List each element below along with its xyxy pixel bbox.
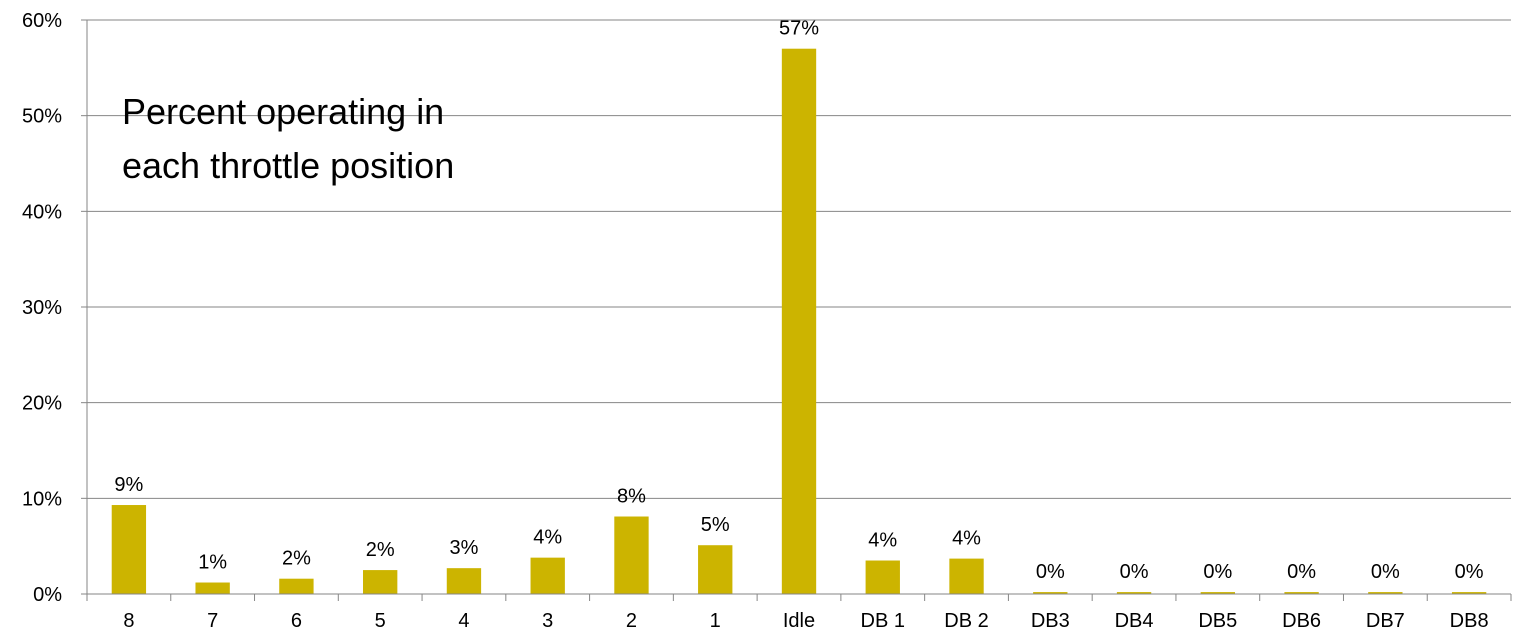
x-tick-label-2: 2 — [626, 610, 637, 632]
bar-db-1 — [865, 560, 900, 594]
data-label-3: 4% — [533, 527, 562, 549]
x-tick-label-7: 7 — [207, 610, 218, 632]
data-label-db6: 0% — [1287, 561, 1316, 583]
bar-db5 — [1200, 592, 1235, 594]
data-label-db5: 0% — [1203, 561, 1232, 583]
bar-3 — [530, 557, 565, 594]
y-tick-label-6: 60% — [22, 10, 62, 32]
bar-db-2 — [949, 558, 984, 594]
y-tick-label-4: 40% — [22, 201, 62, 223]
x-tick-label-5: 5 — [375, 610, 386, 632]
bar-8 — [111, 505, 147, 594]
data-labels: 9% 1% 2% 2% 3% 4% 8% 5% 57% 4% 4% 0% 0% 0% 0% 0% 0% — [114, 18, 1483, 583]
x-tick-label-db-2: DB 2 — [944, 610, 988, 632]
data-label-6: 2% — [282, 548, 311, 570]
data-label-db-1: 4% — [868, 530, 897, 552]
x-tick-label-idle: Idle — [783, 610, 815, 632]
x-tick-label-db3: DB3 — [1031, 610, 1070, 632]
x-tick-label-6: 6 — [291, 610, 302, 632]
x-tick-label-8: 8 — [123, 610, 134, 632]
x-tick-label-4: 4 — [458, 610, 469, 632]
chart-annotation-line-2: each throttle position — [122, 145, 454, 186]
bar-db8 — [1451, 592, 1487, 594]
data-label-idle: 57% — [779, 18, 819, 40]
y-tick-label-1: 10% — [22, 488, 62, 510]
bar-2 — [614, 516, 649, 594]
x-tick-label-db4: DB4 — [1115, 610, 1154, 632]
data-label-4: 3% — [449, 537, 478, 559]
y-tick-label-5: 50% — [22, 106, 62, 128]
x-tick-label-1: 1 — [710, 610, 721, 632]
axes: 0% 10% 20% 30% 40% 50% 60% 8 7 6 5 4 3 2 1 Idle DB 1 DB 2… — [22, 10, 1512, 632]
bar-idle — [781, 48, 817, 594]
bar-4 — [446, 568, 482, 594]
y-tick-label-2: 20% — [22, 393, 62, 415]
data-label-2: 8% — [617, 486, 646, 508]
x-tick-label-db6: DB6 — [1282, 610, 1321, 632]
bar-1 — [698, 545, 733, 594]
y-tick-label-0: 0% — [33, 584, 62, 606]
bar-db4 — [1116, 592, 1152, 594]
data-label-db-2: 4% — [952, 528, 981, 550]
bar-6 — [279, 578, 314, 594]
data-label-7: 1% — [198, 552, 227, 574]
bar-db7 — [1368, 592, 1403, 594]
data-label-8: 9% — [114, 474, 143, 496]
y-tick-label-3: 30% — [22, 297, 62, 319]
data-label-db7: 0% — [1371, 561, 1400, 583]
data-label-db8: 0% — [1455, 561, 1484, 583]
x-tick-label-3: 3 — [542, 610, 553, 632]
bar-db3 — [1033, 592, 1068, 594]
data-label-5: 2% — [366, 539, 395, 561]
bar-db6 — [1284, 592, 1319, 594]
x-tick-label-db7: DB7 — [1366, 610, 1405, 632]
bars — [111, 48, 1487, 594]
x-tick-label-db-1: DB 1 — [861, 610, 905, 632]
chart-annotation-line-1: Percent operating in — [122, 91, 444, 132]
data-label-1: 5% — [701, 514, 730, 536]
x-tick-label-db8: DB8 — [1450, 610, 1489, 632]
data-label-db3: 0% — [1036, 561, 1065, 583]
data-label-db4: 0% — [1120, 561, 1149, 583]
bar-7 — [195, 582, 230, 594]
bar-5 — [363, 570, 398, 594]
x-tick-label-db5: DB5 — [1198, 610, 1237, 632]
